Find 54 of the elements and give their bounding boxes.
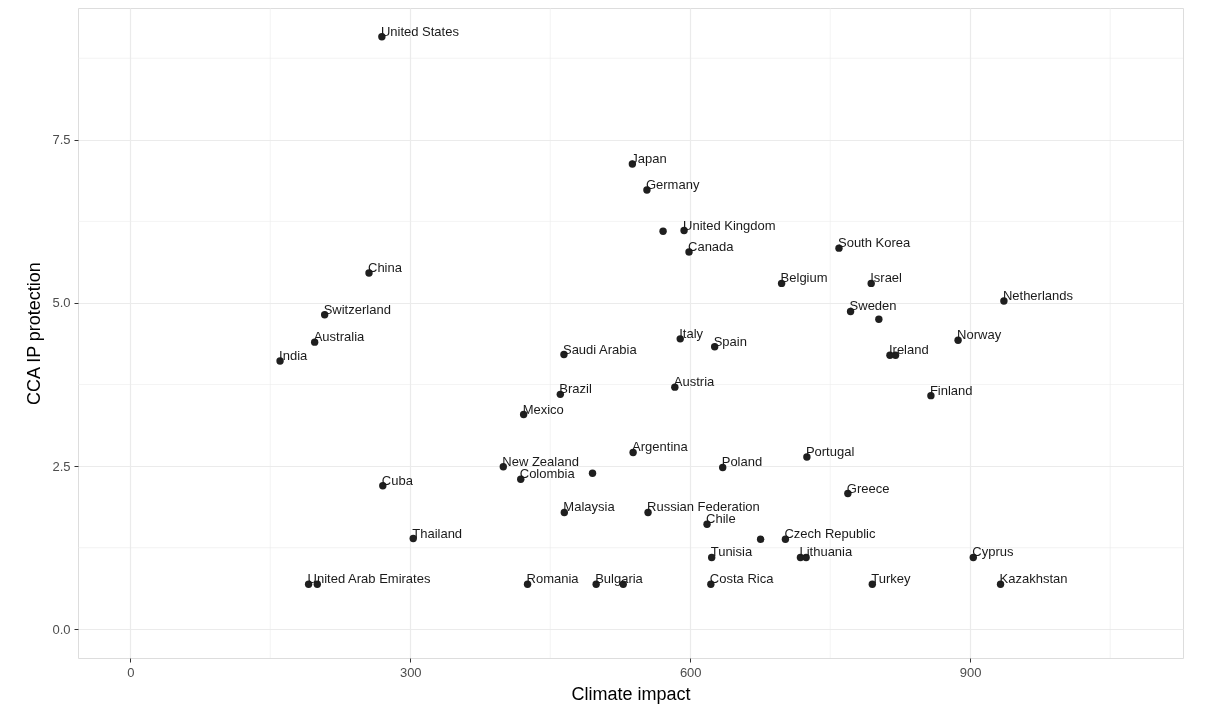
annotation: Czech Republic (784, 526, 876, 542)
annotation: Ireland (888, 342, 929, 358)
annotation: New Zealand (502, 453, 579, 469)
annotation: Canada (688, 239, 735, 255)
annotation: United Arab Emirates (307, 571, 431, 587)
annotation: China (368, 259, 403, 275)
y-tick-label: 5.0 (52, 295, 71, 311)
annotation: Belgium (780, 270, 828, 286)
annotation: Australia (313, 329, 366, 345)
annotation: Turkey (871, 571, 912, 587)
annotation: Kazakhstan (999, 571, 1068, 587)
point (659, 227, 667, 235)
annotation: Argentina (632, 439, 689, 455)
annotation: Portugal (805, 444, 855, 459)
annotation: Germany (645, 177, 700, 193)
y-tick-label: 0.0 (52, 621, 71, 637)
annotation: Spain (713, 333, 747, 349)
annotation: Poland (721, 454, 763, 470)
point (875, 315, 883, 323)
annotation: Malaysia (563, 499, 616, 515)
y-tick-label: 7.5 (52, 132, 71, 148)
x-tick-label: 0 (127, 664, 135, 680)
point (756, 535, 765, 543)
annotation: Greece (846, 480, 890, 496)
annotation: Norway (957, 327, 1002, 343)
annotation: Mexico (522, 401, 564, 417)
annotation: Thailand (412, 525, 463, 541)
y-tick-label: 2.5 (52, 458, 71, 474)
annotation: Austria (673, 374, 716, 390)
annotation: Finland (929, 382, 973, 398)
x-tick-label: 600 (679, 664, 702, 680)
annotation: Cyprus (972, 544, 1014, 560)
x-axis-title: Climate impact (571, 683, 691, 704)
annotation: United Kingdom (683, 217, 776, 233)
annotation: Costa Rica (709, 571, 775, 587)
annotation: Sweden (849, 298, 897, 314)
annotation: Israel (870, 270, 903, 286)
annotation: Cuba (381, 472, 414, 488)
annotation: Romania (526, 571, 580, 587)
annotation: Colombia (519, 466, 576, 482)
annotation: Switzerland (323, 301, 391, 317)
point (588, 469, 597, 478)
annotation: Tunisia (710, 544, 753, 560)
x-tick-label: 300 (399, 664, 422, 680)
annotation: India (279, 348, 309, 364)
annotation: Saudi Arabia (562, 341, 638, 357)
y-axis-title: CCA IP protection (24, 262, 45, 405)
x-tick-label: 900 (959, 664, 982, 680)
annotation: South Korea (837, 235, 912, 251)
annotation: United States (380, 23, 460, 39)
annotation: Netherlands (1002, 288, 1074, 304)
annotation: Lithuania (799, 544, 853, 560)
annotation: Japan (631, 150, 667, 166)
annotation: Brazil (559, 381, 592, 397)
